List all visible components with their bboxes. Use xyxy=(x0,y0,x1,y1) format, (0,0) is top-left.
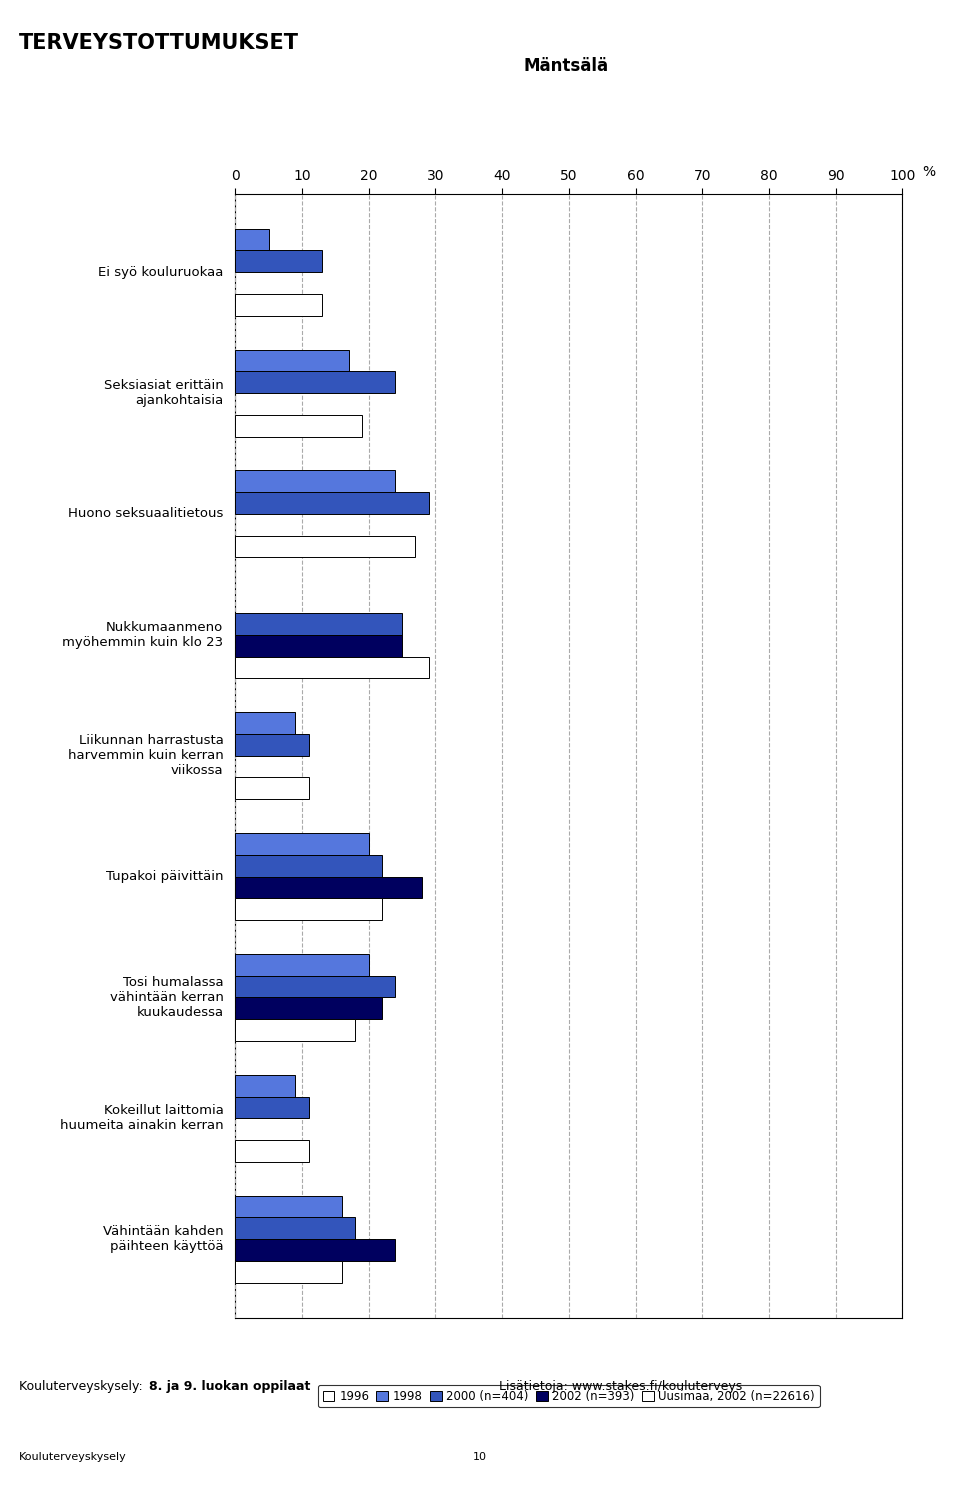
Bar xyxy=(235,634,402,657)
Bar xyxy=(235,250,322,272)
Text: 8. ja 9. luokan oppilaat: 8. ja 9. luokan oppilaat xyxy=(149,1380,310,1394)
Bar xyxy=(235,1018,355,1041)
Bar xyxy=(235,293,322,316)
Text: TERVEYSTOTTUMUKSET: TERVEYSTOTTUMUKSET xyxy=(19,33,300,52)
Text: Mäntsälä: Mäntsälä xyxy=(524,57,609,74)
Bar xyxy=(235,350,348,371)
Bar xyxy=(235,536,416,557)
Bar xyxy=(235,1218,355,1239)
Bar xyxy=(235,657,429,679)
Text: Kouluterveyskysely:: Kouluterveyskysely: xyxy=(19,1380,147,1394)
Bar xyxy=(235,1141,308,1161)
Bar xyxy=(235,777,308,800)
Bar xyxy=(235,998,382,1018)
Bar xyxy=(235,832,369,855)
Bar xyxy=(235,371,396,393)
Text: Kouluterveyskysely: Kouluterveyskysely xyxy=(19,1452,127,1462)
Bar xyxy=(235,1261,342,1282)
Bar xyxy=(235,415,362,436)
Text: %: % xyxy=(923,165,936,179)
Text: Lisätietoja: www.stakes.fi/kouluterveys: Lisätietoja: www.stakes.fi/kouluterveys xyxy=(499,1380,742,1394)
Bar xyxy=(235,712,296,734)
Bar xyxy=(235,493,429,514)
Text: 10: 10 xyxy=(473,1452,487,1462)
Bar xyxy=(235,1239,396,1261)
Bar xyxy=(235,734,308,756)
Bar xyxy=(235,1075,296,1096)
Bar xyxy=(235,1196,342,1218)
Bar xyxy=(235,613,402,634)
Bar xyxy=(235,1096,308,1118)
Legend: 1996, 1998, 2000 (n=404), 2002 (n=393), Uusimaa, 2002 (n=22616): 1996, 1998, 2000 (n=404), 2002 (n=393), … xyxy=(318,1385,820,1407)
Bar xyxy=(235,954,369,975)
Bar xyxy=(235,898,382,920)
Bar xyxy=(235,855,382,877)
Bar xyxy=(235,877,422,898)
Bar xyxy=(235,471,396,493)
Bar xyxy=(235,229,269,250)
Bar xyxy=(235,975,396,998)
